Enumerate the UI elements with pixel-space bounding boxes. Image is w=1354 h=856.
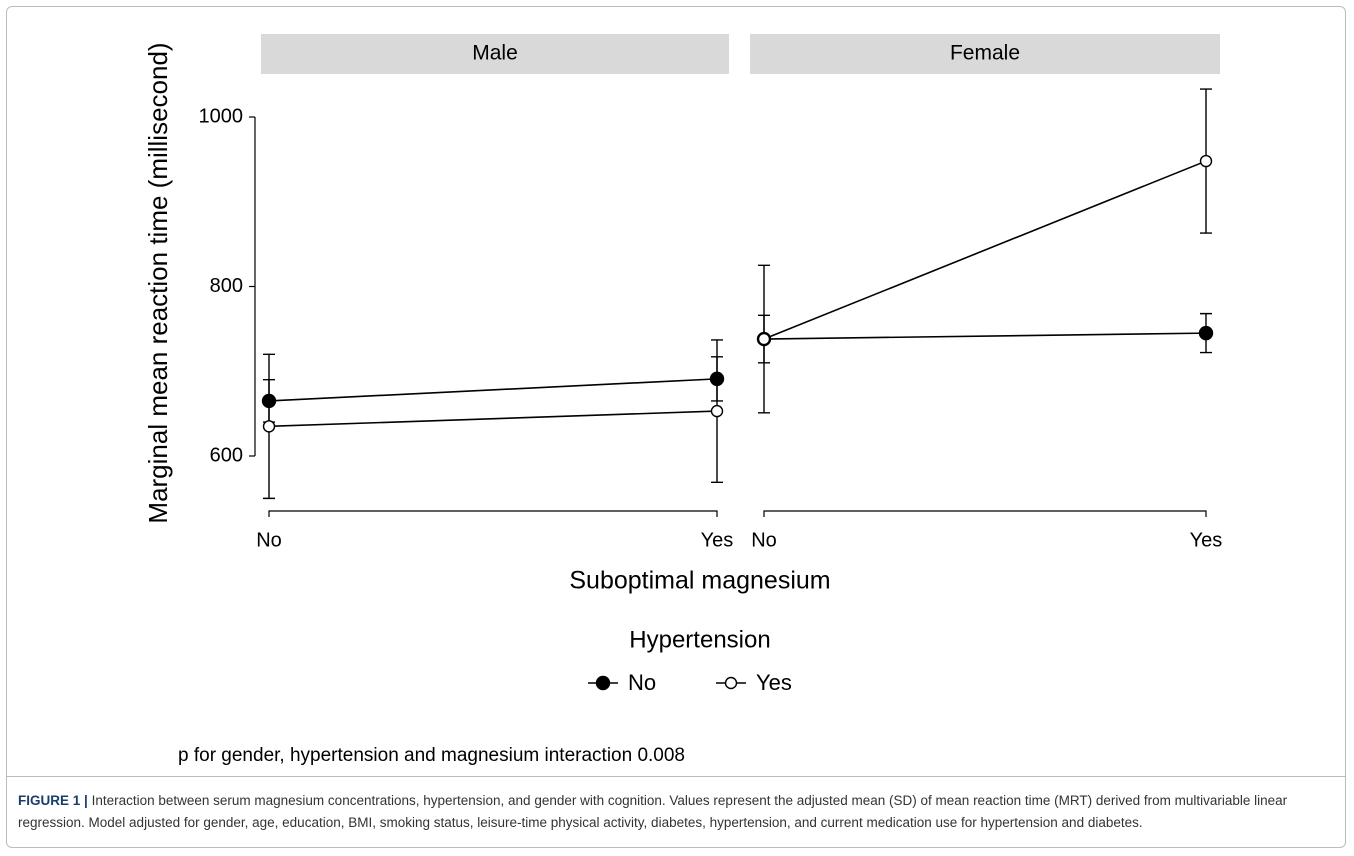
legend-label: Yes [756, 670, 792, 695]
series-line [268, 378, 718, 402]
y-tick-label: 800 [210, 275, 243, 297]
legend-marker [595, 675, 611, 691]
series-line [763, 332, 1207, 340]
series-line [268, 410, 718, 428]
facet-title: Female [950, 42, 1020, 65]
y-tick-label: 1000 [199, 105, 244, 127]
facet-strip [261, 34, 729, 74]
series-line [763, 160, 1207, 340]
caption: FIGURE 1 | Interaction between serum mag… [18, 790, 1328, 833]
x-tick-label: Yes [701, 529, 734, 551]
x-tick-label: No [751, 529, 777, 551]
caption-label: FIGURE 1 | [18, 793, 88, 808]
chart: Marginal mean reaction time (millisecond… [143, 34, 1223, 766]
y-axis-title: Marginal mean reaction time (millisecond… [143, 42, 173, 523]
annotation: p for gender, hypertension and magnesium… [178, 745, 685, 766]
figure-frame [6, 6, 1346, 848]
point [757, 332, 771, 346]
separator [6, 776, 1346, 777]
x-tick-label: Yes [1190, 529, 1223, 551]
y-tick-label: 600 [210, 444, 243, 466]
point [262, 420, 276, 433]
legend-title: Hypertension [629, 626, 770, 653]
x-axis-title: Suboptimal magnesium [569, 567, 830, 595]
point [1199, 154, 1213, 168]
x-axis-bracket [268, 510, 718, 517]
facet-strip [750, 34, 1220, 74]
point [1198, 325, 1214, 341]
legend-label: No [628, 670, 656, 695]
legend-marker [724, 676, 738, 690]
facet-title: Male [472, 42, 518, 65]
x-axis-bracket [763, 510, 1207, 517]
caption-text: Interaction between serum magnesium conc… [18, 793, 1288, 830]
x-tick-label: No [256, 529, 282, 551]
point [710, 404, 724, 418]
